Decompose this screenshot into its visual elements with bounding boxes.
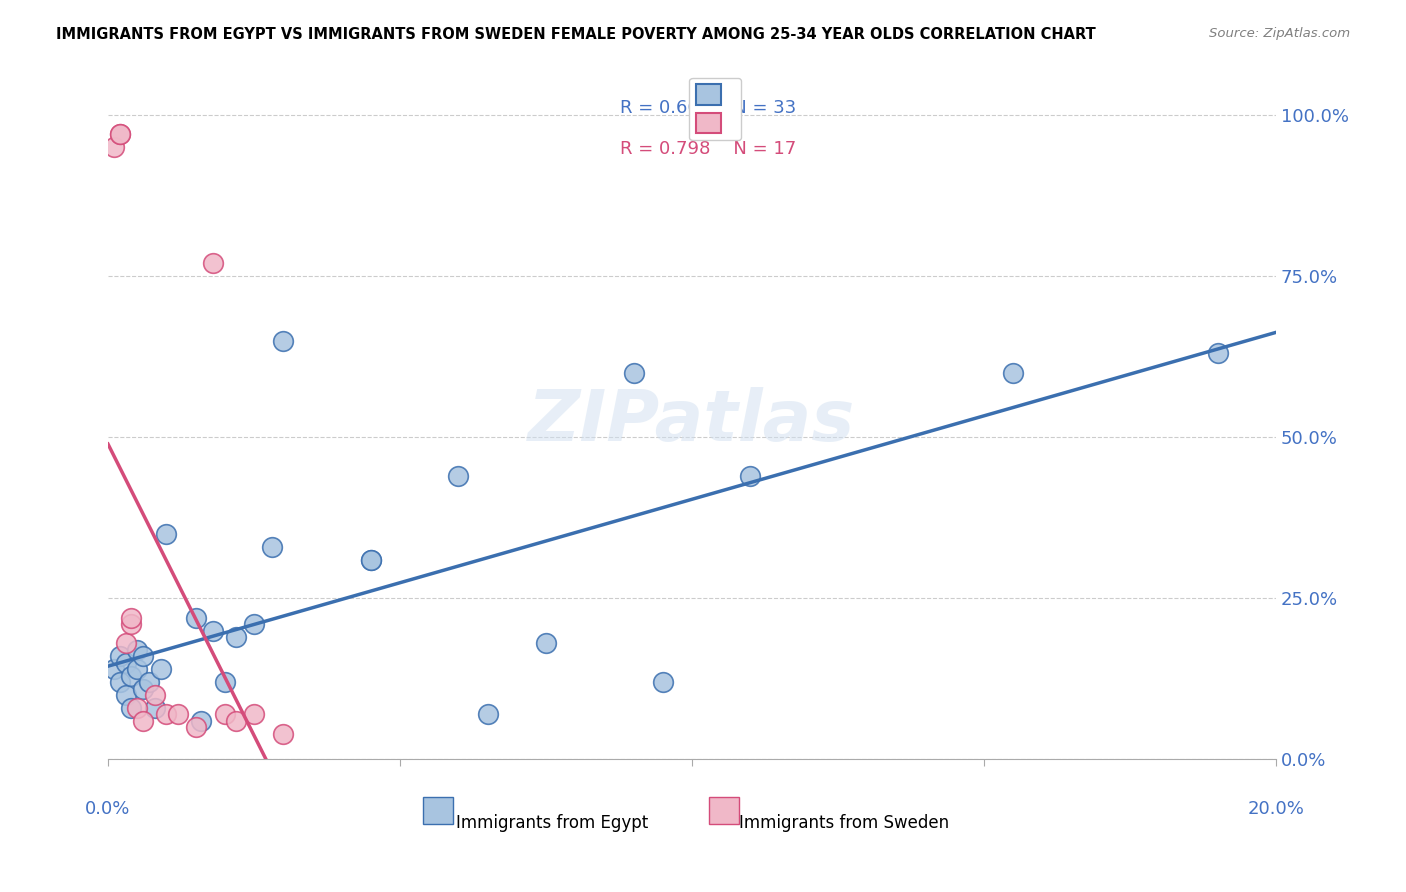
Point [360,552,382,566]
Point [132,681,155,696]
Point [214,675,236,690]
Point [534,636,557,650]
Point [108,128,131,142]
Point [190,714,212,728]
Point [225,630,247,644]
Point [120,701,142,715]
Text: 20.0%: 20.0% [1247,800,1305,818]
Point [108,128,131,142]
Point [103,662,125,676]
Point [740,469,762,483]
Point [360,552,382,566]
Point [243,617,266,632]
Point [120,617,142,632]
Point [114,688,136,702]
Point [477,707,499,722]
Point [114,636,136,650]
Point [214,707,236,722]
Point [120,668,142,682]
Point [155,707,177,722]
Point [108,649,131,664]
Text: IMMIGRANTS FROM EGYPT VS IMMIGRANTS FROM SWEDEN FEMALE POVERTY AMONG 25-34 YEAR : IMMIGRANTS FROM EGYPT VS IMMIGRANTS FROM… [56,27,1097,42]
Text: R = 0.798    N = 17: R = 0.798 N = 17 [620,140,796,158]
Point [155,527,177,541]
Point [623,366,645,380]
Point [1002,366,1025,380]
Point [184,720,207,734]
Point [138,675,160,690]
Point [271,334,294,348]
Text: 0.0%: 0.0% [86,800,131,818]
Point [103,140,125,154]
Point [127,662,149,676]
Point [202,256,225,270]
Text: Immigrants from Egypt: Immigrants from Egypt [456,814,648,831]
Point [202,624,225,638]
Point [225,714,247,728]
Point [108,675,131,690]
Point [184,610,207,624]
Text: Source: ZipAtlas.com: Source: ZipAtlas.com [1209,27,1350,40]
Point [243,707,266,722]
Point [1206,346,1229,360]
Bar [710,797,738,823]
Point [149,662,172,676]
Point [260,540,283,554]
Point [167,707,190,722]
Legend: , : , [689,78,741,140]
Point [132,714,155,728]
Point [447,469,470,483]
Point [120,610,142,624]
Text: R = 0.665    N = 33: R = 0.665 N = 33 [620,99,796,117]
Point [143,701,166,715]
Point [271,727,294,741]
Point [143,688,166,702]
Text: Immigrants from Sweden: Immigrants from Sweden [738,814,949,831]
Point [132,649,155,664]
Point [127,701,149,715]
Bar [423,797,453,823]
Text: ZIPatlas: ZIPatlas [529,386,856,456]
Point [127,643,149,657]
Point [651,675,673,690]
Point [114,656,136,670]
